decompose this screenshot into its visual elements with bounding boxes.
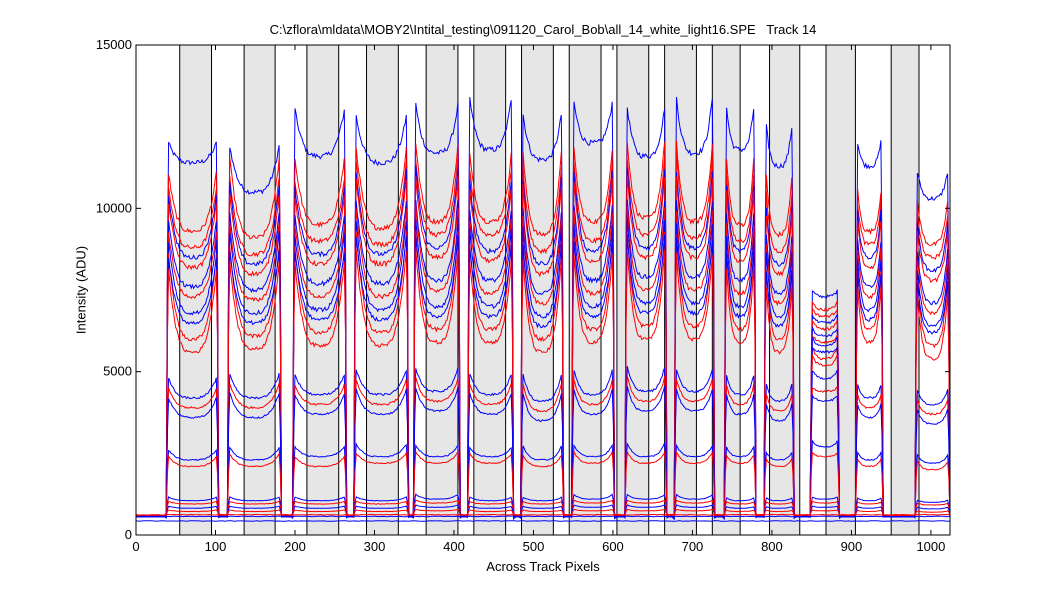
shaded-band-5	[473, 45, 507, 535]
x-tick-label: 600	[602, 539, 624, 554]
shaded-band-0	[179, 45, 213, 535]
series-line-21	[136, 520, 950, 522]
x-tick-label: 1000	[916, 539, 945, 554]
shaded-band-12	[825, 45, 856, 535]
x-tick-label: 500	[523, 539, 545, 554]
series-line-20	[136, 515, 950, 518]
x-tick-label: 300	[364, 539, 386, 554]
series-line-22	[136, 513, 950, 516]
y-tick-label: 10000	[96, 200, 132, 215]
series-line-18	[136, 504, 950, 518]
x-tick-label: 400	[443, 539, 465, 554]
x-tick-label: 800	[761, 539, 783, 554]
chart-title: C:\zflora\mldata\MOBY2\Intital_testing\0…	[269, 22, 817, 37]
y-tick-label: 5000	[103, 364, 132, 379]
shaded-band-4	[425, 45, 459, 535]
x-tick-label: 200	[284, 539, 306, 554]
y-axis: 0 5000 10000 15000	[96, 37, 950, 542]
x-tick-label: 900	[841, 539, 863, 554]
y-tick-label: 0	[125, 527, 132, 542]
x-tick-label: 100	[205, 539, 227, 554]
y-axis-label: Intensity (ADU)	[73, 245, 89, 335]
x-axis-label: Across Track Pixels	[486, 559, 600, 574]
y-tick-label: 15000	[96, 37, 132, 52]
series-line-19	[136, 508, 950, 517]
shaded-band-1	[243, 45, 276, 535]
x-tick-label: 0	[132, 539, 139, 554]
shaded-band-2	[306, 45, 340, 535]
x-tick-label: 700	[682, 539, 704, 554]
x-axis: 0 100 200 300 400 500 600 700 800 900 1000	[132, 45, 945, 554]
axes-box	[135, 44, 951, 536]
series-lines	[136, 97, 950, 522]
